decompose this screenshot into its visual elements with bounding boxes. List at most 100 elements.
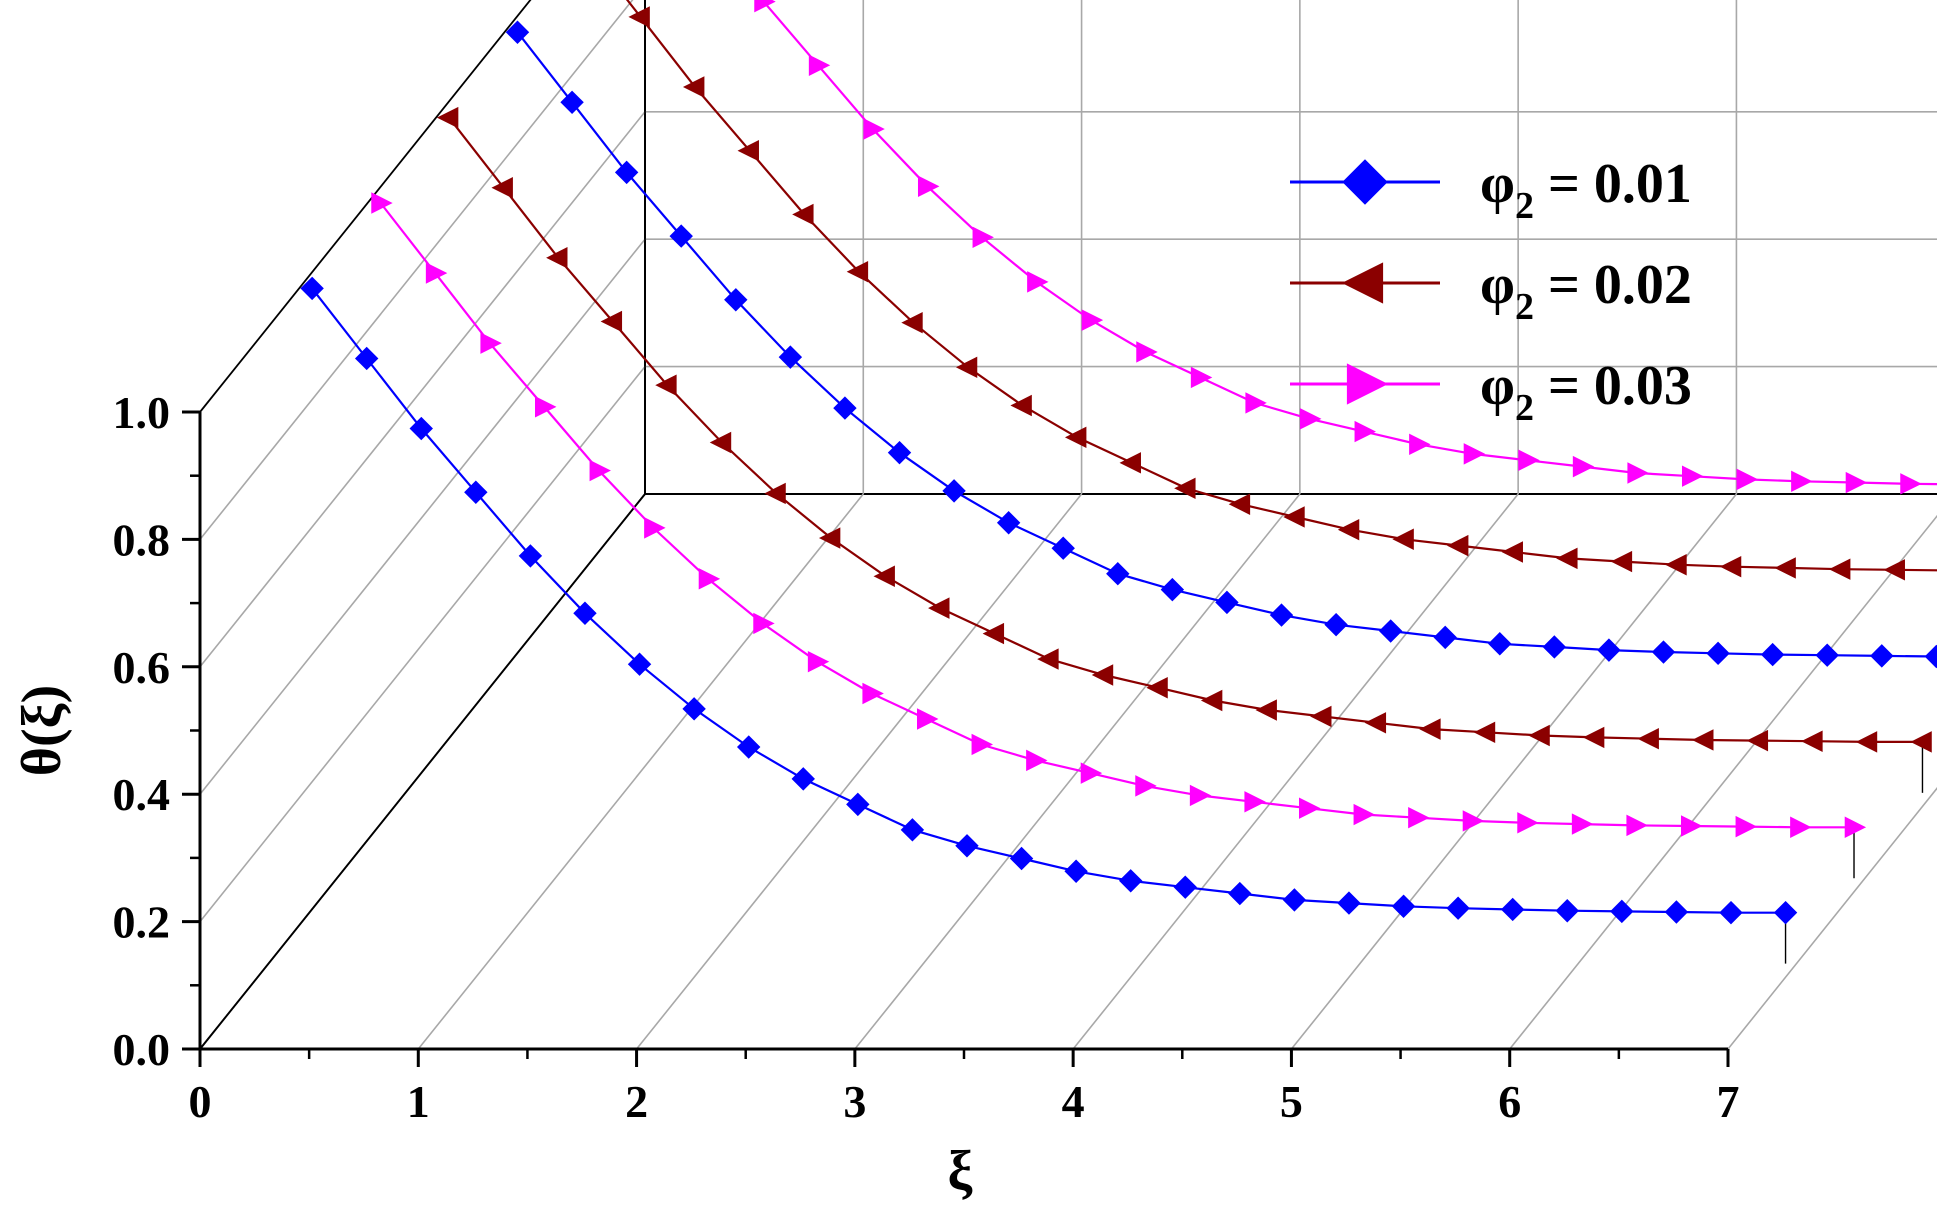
data-point [1446,534,1469,557]
side-wall-gridline [199,111,646,668]
floor-gridline [1290,493,1738,1050]
data-point [1245,392,1267,414]
data-point [778,345,803,369]
legend-subscript: 2 [1515,286,1534,328]
axes-layer: 0 1 2 3 4 5 6 7 0.0 0.2 0.4 0.6 0.8 1.0 [113,387,1740,1127]
data-point [1855,731,1878,753]
data-point [942,479,966,503]
data-point [955,356,978,378]
data-point [917,175,940,198]
side-wall-gridline [199,0,532,413]
data-point [1680,815,1703,837]
x-tick-label: 6 [1498,1076,1521,1127]
data-point [1746,729,1769,752]
data-point [753,612,775,635]
data-point [614,160,639,185]
data-point [1228,881,1252,906]
data-point [1364,712,1387,734]
data-point [1571,813,1594,835]
data-point [1488,632,1512,656]
data-point [1354,420,1376,443]
data-point [491,176,513,199]
legend-marker [1341,262,1384,304]
data-point [1200,689,1223,712]
data-point [1353,803,1375,826]
data-point [1419,718,1441,740]
data-point [1010,394,1032,417]
legend-symbol: φ [1480,153,1515,215]
data-point [1883,559,1905,581]
data-point [1392,528,1414,550]
series-line [625,0,1937,572]
data-point [846,792,870,817]
side-wall-gridline [199,366,646,923]
legend-value: = 0.01 [1534,153,1692,215]
data-point [560,90,584,115]
data-point [928,597,950,619]
data-point [1582,726,1605,749]
floor-gridline [417,493,864,1050]
data-point [1719,900,1743,925]
data-point [846,261,869,283]
data-point [1556,547,1578,570]
legend-value: = 0.02 [1534,254,1692,316]
data-point [1692,729,1714,751]
data-point [1119,452,1141,474]
side-wall-gridline [199,0,634,540]
data-point [1174,477,1196,500]
data-point [409,416,433,441]
data-point [1500,897,1525,922]
data-point [887,440,912,465]
data-point [1610,550,1633,573]
data-point [1706,641,1730,666]
y-tick-label: 0.0 [113,1024,171,1075]
data-point [754,0,776,13]
legend-entry: φ2 = 0.03 [1290,355,1692,429]
data-point [709,431,732,454]
data-point [1790,816,1812,838]
data-point [1542,635,1567,659]
data-point [833,396,857,420]
data-point [1555,899,1579,923]
data-point [1299,408,1322,430]
data-point [354,346,379,371]
x-tick-label: 0 [189,1076,212,1127]
x-tick-label: 7 [1717,1076,1740,1127]
data-point [1517,812,1539,834]
data-point [1298,797,1321,819]
x-axis-title: ξ [948,1140,973,1202]
data-point [1462,810,1485,832]
y-tick-label: 0.6 [113,642,171,693]
data-point [1736,468,1758,491]
data-point [1473,721,1496,744]
data-point [901,311,923,334]
data-point [1118,869,1143,893]
y-axis-title: θ(ξ) [11,685,73,777]
data-point [436,106,459,129]
data-point [1146,677,1168,699]
legend-subscript: 2 [1515,185,1534,227]
data-point [1870,644,1894,668]
data-point [1135,775,1157,797]
data-point [873,565,895,587]
data-point [1064,859,1088,883]
legend-label: φ2 = 0.02 [1480,254,1692,328]
data-point [1269,603,1294,627]
series-line [516,31,1937,658]
data-point [1597,638,1621,662]
grid-layer [199,0,1937,1050]
data-point [573,601,597,625]
series-line [311,287,1786,914]
data-point [807,650,830,673]
data-point [1228,493,1251,515]
y-tick-label: 1.0 [113,387,171,438]
data-point [1910,731,1932,753]
data-point [698,568,721,590]
series-6 [754,0,1937,495]
data-point [1189,784,1212,807]
data-point [1773,900,1798,925]
data-point [1900,473,1922,495]
back-wall-frame [644,0,1937,495]
